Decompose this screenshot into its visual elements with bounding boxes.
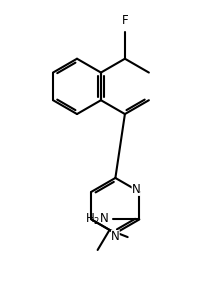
Text: N: N — [111, 230, 120, 243]
Text: H$_2$N: H$_2$N — [85, 212, 109, 227]
Text: N: N — [132, 183, 140, 196]
Text: F: F — [122, 14, 128, 27]
